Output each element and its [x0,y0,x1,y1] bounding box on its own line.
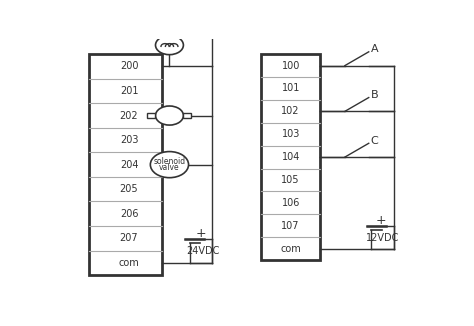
Text: 101: 101 [282,83,300,94]
Text: 12VDC: 12VDC [366,233,399,243]
Text: 100: 100 [282,61,300,71]
Text: com: com [118,258,139,268]
Circle shape [155,106,183,125]
Text: 102: 102 [282,106,300,116]
Bar [89,54,162,275]
Text: B: B [371,90,378,100]
Text: 104: 104 [282,152,300,162]
Circle shape [150,152,189,178]
Bar [147,113,155,118]
Text: solenoid: solenoid [154,157,185,166]
Text: +: + [195,228,206,241]
Text: 203: 203 [120,135,138,145]
Text: 106: 106 [282,198,300,208]
Text: C: C [371,136,378,146]
Circle shape [155,36,183,55]
Text: valve: valve [159,163,180,172]
Text: 207: 207 [120,233,138,243]
Text: 205: 205 [120,184,138,194]
Text: 201: 201 [120,86,138,96]
Text: 204: 204 [120,160,138,170]
Text: A: A [371,44,378,54]
Text: 105: 105 [282,175,300,185]
Text: com: com [280,244,301,254]
Text: 24VDC: 24VDC [186,246,219,256]
Text: 103: 103 [282,129,300,139]
Text: 202: 202 [120,111,138,121]
Bar [183,113,191,118]
Text: +: + [375,215,386,228]
Text: 206: 206 [120,209,138,219]
Text: 107: 107 [282,221,300,231]
Text: 200: 200 [120,62,138,71]
Bar [261,54,320,260]
